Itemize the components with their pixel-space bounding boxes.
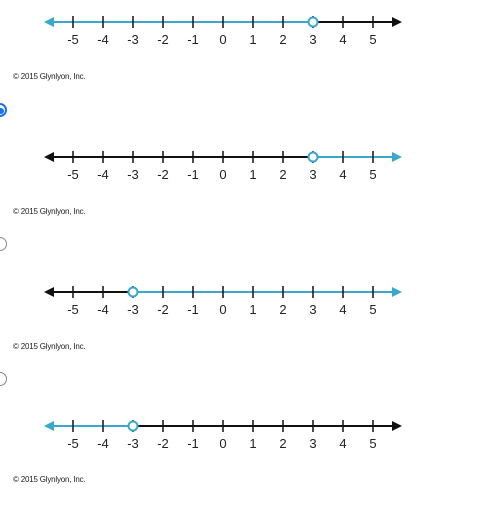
open-circle-point <box>307 151 319 163</box>
tick-label: 4 <box>339 167 346 182</box>
tick-label: 5 <box>369 302 376 317</box>
tick-label: 1 <box>249 436 256 451</box>
arrow-right-icon <box>392 152 402 162</box>
tick-label: -3 <box>127 167 139 182</box>
copyright-text: © 2015 Glynlyon, Inc. <box>13 207 86 216</box>
tick-label: 1 <box>249 32 256 47</box>
tick-label: 3 <box>309 32 316 47</box>
tick-label: 3 <box>309 436 316 451</box>
tick-label: -1 <box>187 302 199 317</box>
tick-label: 5 <box>369 167 376 182</box>
copyright-text: © 2015 Glynlyon, Inc. <box>13 475 86 484</box>
tick-label: 4 <box>339 32 346 47</box>
tick-label: 0 <box>219 167 226 182</box>
tick-label: 2 <box>279 32 286 47</box>
tick-label: -5 <box>67 302 79 317</box>
tick-label: 0 <box>219 436 226 451</box>
tick-label: -1 <box>187 436 199 451</box>
tick-label: 3 <box>309 167 316 182</box>
tick-label: 4 <box>339 436 346 451</box>
arrow-left-icon <box>44 152 54 162</box>
tick-label: -5 <box>67 32 79 47</box>
tick-label: 2 <box>279 436 286 451</box>
tick-label: 3 <box>309 302 316 317</box>
arrow-left-icon <box>44 17 54 27</box>
arrow-right-icon <box>392 17 402 27</box>
tick-label: 0 <box>219 302 226 317</box>
tick-label: -2 <box>157 167 169 182</box>
tick-label: -4 <box>97 436 109 451</box>
tick-label: -2 <box>157 32 169 47</box>
tick-label: -3 <box>127 302 139 317</box>
number-line-2: -5 -4 -3 -2 -1 0 1 2 3 4 5 <box>44 151 402 182</box>
arrow-right-icon <box>392 287 402 297</box>
tick-label: 2 <box>279 302 286 317</box>
tick-label: 2 <box>279 167 286 182</box>
tick-label: -4 <box>97 167 109 182</box>
tick-label: -4 <box>97 302 109 317</box>
radio-button-option-2[interactable] <box>0 103 7 117</box>
number-line-4: -5 -4 -3 -2 -1 0 1 2 3 4 5 <box>44 420 402 451</box>
tick-label: -5 <box>67 436 79 451</box>
tick-label: 0 <box>219 32 226 47</box>
arrow-left-icon <box>44 287 54 297</box>
copyright-text: © 2015 Glynlyon, Inc. <box>13 72 86 81</box>
open-circle-point <box>307 16 319 28</box>
arrow-right-icon <box>392 421 402 431</box>
tick-label: -4 <box>97 32 109 47</box>
tick-label: -5 <box>67 167 79 182</box>
tick-label: 5 <box>369 32 376 47</box>
tick-label: -1 <box>187 32 199 47</box>
tick-label: -3 <box>127 32 139 47</box>
tick-label: 1 <box>249 167 256 182</box>
arrow-left-icon <box>44 421 54 431</box>
tick-label: 5 <box>369 436 376 451</box>
number-line-3: -5 -4 -3 -2 -1 0 1 2 3 4 5 <box>44 286 402 317</box>
tick-label: -2 <box>157 436 169 451</box>
radio-button-option-3[interactable] <box>0 237 7 251</box>
tick-label: -3 <box>127 436 139 451</box>
tick-label: 1 <box>249 302 256 317</box>
tick-label: -2 <box>157 302 169 317</box>
number-line-1: -5 -4 -3 -2 -1 0 1 2 3 4 5 <box>44 16 402 47</box>
tick-label: 4 <box>339 302 346 317</box>
open-circle-point <box>127 286 139 298</box>
copyright-text: © 2015 Glynlyon, Inc. <box>13 342 86 351</box>
tick-label: -1 <box>187 167 199 182</box>
open-circle-point <box>127 420 139 432</box>
radio-button-option-4[interactable] <box>0 372 7 386</box>
